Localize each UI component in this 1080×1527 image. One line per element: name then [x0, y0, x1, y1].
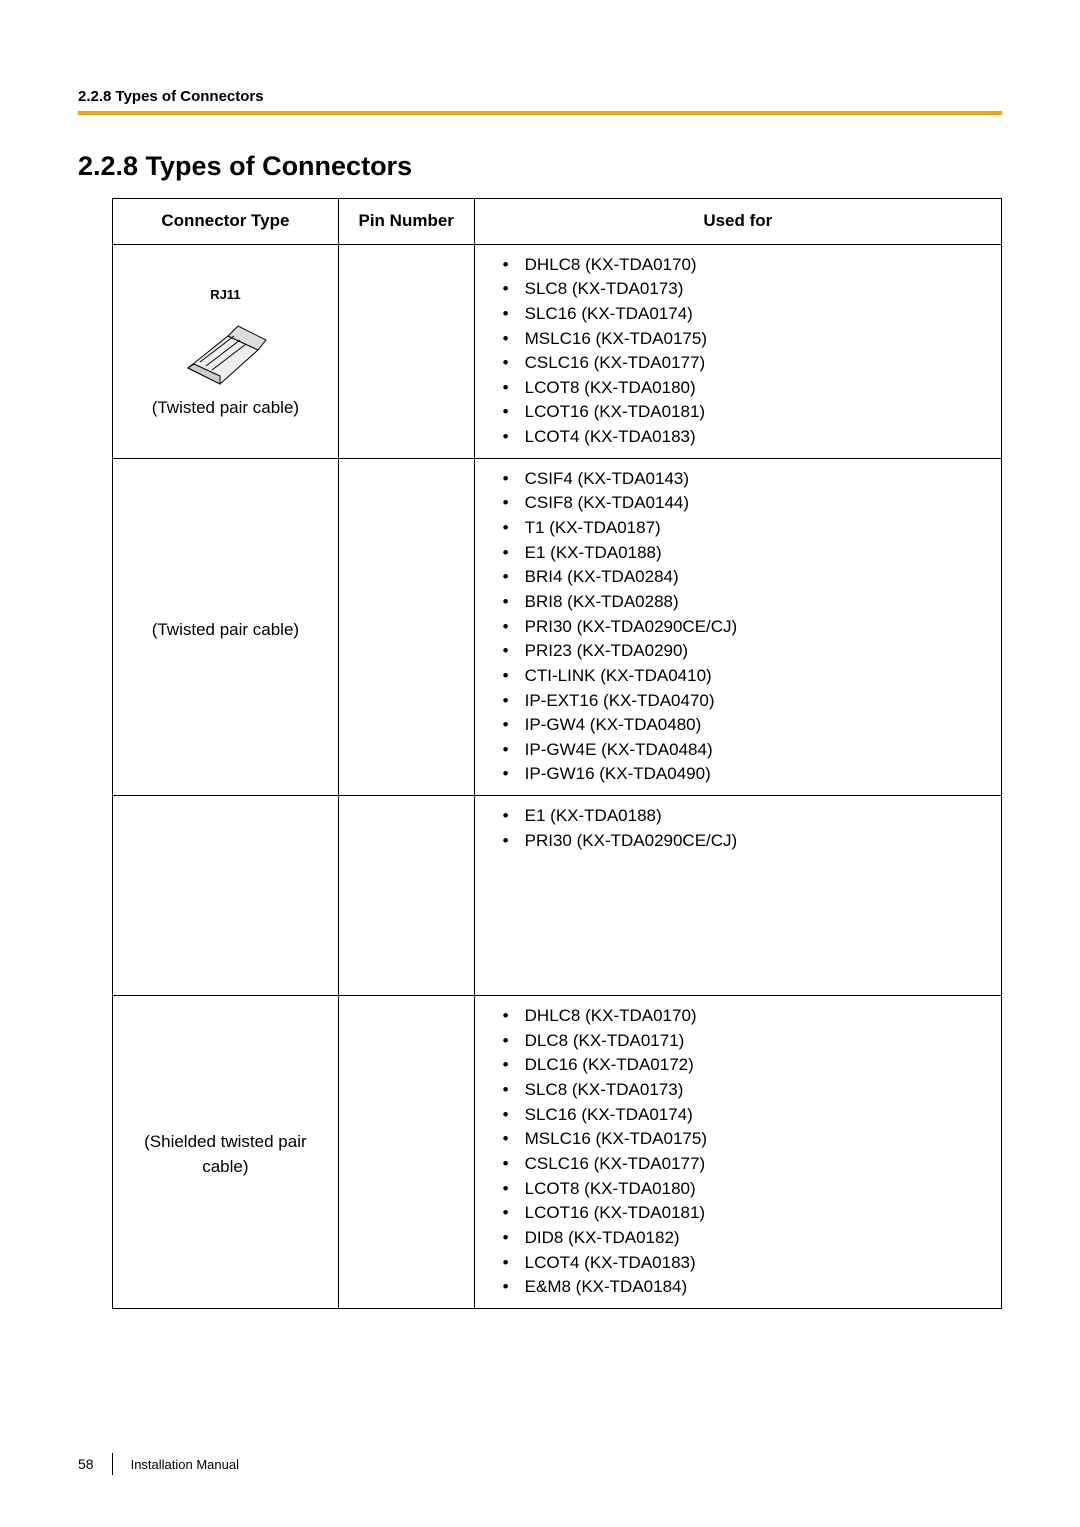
rj-plug-icon: [180, 306, 270, 386]
list-item: PRI23 (KX-TDA0290): [503, 639, 991, 664]
list-item: E1 (KX-TDA0188): [503, 541, 991, 566]
list-item: E1 (KX-TDA0188): [503, 804, 991, 829]
doc-title: Installation Manual: [131, 1457, 239, 1472]
connector-type-cell: RJ11 (Twisted pair cable): [113, 244, 339, 458]
list-item: IP-GW4 (KX-TDA0480): [503, 713, 991, 738]
running-header: 2.2.8 Types of Connectors: [78, 88, 1002, 105]
table-row: (Shielded twisted pair cable) DHLC8 (KX-…: [113, 996, 1002, 1309]
col-header-used-for: Used for: [474, 199, 1001, 245]
list-item: PRI30 (KX-TDA0290CE/CJ): [503, 829, 991, 854]
list-item: LCOT16 (KX-TDA0181): [503, 400, 991, 425]
page-number: 58: [78, 1456, 94, 1472]
list-item: LCOT4 (KX-TDA0183): [503, 1251, 991, 1276]
list-item: CSLC16 (KX-TDA0177): [503, 1152, 991, 1177]
list-item: CSIF8 (KX-TDA0144): [503, 491, 991, 516]
list-item: CSIF4 (KX-TDA0143): [503, 467, 991, 492]
used-for-cell: DHLC8 (KX-TDA0170) DLC8 (KX-TDA0171) DLC…: [474, 996, 1001, 1309]
connector-type-cell: (Shielded twisted pair cable): [113, 996, 339, 1309]
footer-divider: [112, 1453, 113, 1475]
table-row: E1 (KX-TDA0188) PRI30 (KX-TDA0290CE/CJ): [113, 796, 1002, 996]
pin-number-cell: [338, 244, 474, 458]
used-for-cell: CSIF4 (KX-TDA0143) CSIF8 (KX-TDA0144) T1…: [474, 458, 1001, 795]
list-item: T1 (KX-TDA0187): [503, 516, 991, 541]
card-list: DHLC8 (KX-TDA0170) DLC8 (KX-TDA0171) DLC…: [485, 1004, 991, 1300]
list-item: DLC16 (KX-TDA0172): [503, 1053, 991, 1078]
list-item: SLC8 (KX-TDA0173): [503, 1078, 991, 1103]
list-item: SLC16 (KX-TDA0174): [503, 1103, 991, 1128]
page-footer: 58 Installation Manual: [78, 1453, 239, 1475]
page: 2.2.8 Types of Connectors 2.2.8 Types of…: [0, 0, 1080, 1527]
section-heading: 2.2.8 Types of Connectors: [78, 151, 1002, 182]
card-list: DHLC8 (KX-TDA0170) SLC8 (KX-TDA0173) SLC…: [485, 253, 991, 450]
col-header-pin-number: Pin Number: [338, 199, 474, 245]
list-item: BRI4 (KX-TDA0284): [503, 565, 991, 590]
list-item: DID8 (KX-TDA0182): [503, 1226, 991, 1251]
list-item: CTI-LINK (KX-TDA0410): [503, 664, 991, 689]
list-item: DLC8 (KX-TDA0171): [503, 1029, 991, 1054]
pin-number-cell: [338, 996, 474, 1309]
table-header-row: Connector Type Pin Number Used for: [113, 199, 1002, 245]
list-item: DHLC8 (KX-TDA0170): [503, 253, 991, 278]
card-list: E1 (KX-TDA0188) PRI30 (KX-TDA0290CE/CJ): [485, 804, 991, 853]
connector-label: (Shielded twisted pair cable): [123, 1130, 328, 1179]
rj-label: RJ11: [210, 287, 240, 302]
card-list: CSIF4 (KX-TDA0143) CSIF8 (KX-TDA0144) T1…: [485, 467, 991, 787]
list-item: DHLC8 (KX-TDA0170): [503, 1004, 991, 1029]
list-item: IP-GW4E (KX-TDA0484): [503, 738, 991, 763]
table-row: (Twisted pair cable) CSIF4 (KX-TDA0143) …: [113, 458, 1002, 795]
list-item: MSLC16 (KX-TDA0175): [503, 327, 991, 352]
connectors-table: Connector Type Pin Number Used for RJ11: [112, 198, 1002, 1309]
list-item: LCOT4 (KX-TDA0183): [503, 425, 991, 450]
connector-label: (Twisted pair cable): [123, 618, 328, 643]
list-item: E&M8 (KX-TDA0184): [503, 1275, 991, 1300]
connector-type-cell: (Twisted pair cable): [113, 458, 339, 795]
list-item: PRI30 (KX-TDA0290CE/CJ): [503, 615, 991, 640]
used-for-cell: E1 (KX-TDA0188) PRI30 (KX-TDA0290CE/CJ): [474, 796, 1001, 996]
list-item: IP-EXT16 (KX-TDA0470): [503, 689, 991, 714]
list-item: BRI8 (KX-TDA0288): [503, 590, 991, 615]
list-item: LCOT8 (KX-TDA0180): [503, 376, 991, 401]
list-item: IP-GW16 (KX-TDA0490): [503, 762, 991, 787]
table-row: RJ11 (Twisted pair cable): [113, 244, 1002, 458]
pin-number-cell: [338, 796, 474, 996]
list-item: SLC16 (KX-TDA0174): [503, 302, 991, 327]
list-item: LCOT8 (KX-TDA0180): [503, 1177, 991, 1202]
connector-type-cell: [113, 796, 339, 996]
pin-number-cell: [338, 458, 474, 795]
connector-label: (Twisted pair cable): [123, 396, 328, 421]
list-item: SLC8 (KX-TDA0173): [503, 277, 991, 302]
list-item: MSLC16 (KX-TDA0175): [503, 1127, 991, 1152]
accent-rule: [78, 111, 1002, 115]
col-header-connector-type: Connector Type: [113, 199, 339, 245]
used-for-cell: DHLC8 (KX-TDA0170) SLC8 (KX-TDA0173) SLC…: [474, 244, 1001, 458]
list-item: CSLC16 (KX-TDA0177): [503, 351, 991, 376]
list-item: LCOT16 (KX-TDA0181): [503, 1201, 991, 1226]
